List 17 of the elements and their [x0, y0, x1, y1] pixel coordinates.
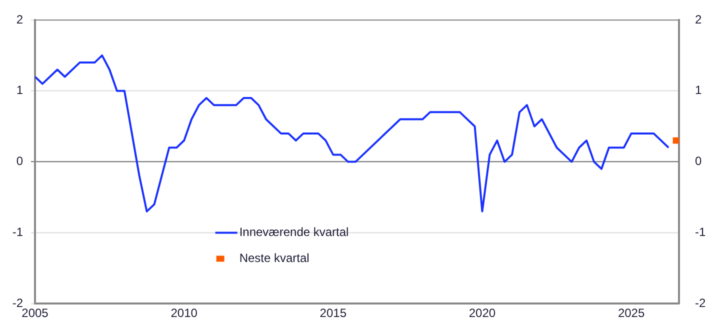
y-tick-label: -2: [12, 296, 24, 310]
x-tick-label: 2020: [468, 306, 496, 320]
y-tick-label: 0: [16, 154, 24, 168]
y-tick-label: 1: [16, 83, 24, 98]
y2-tick-label: 1: [695, 83, 702, 98]
y-tick-label: 2: [16, 12, 24, 26]
y2-tick-label: -2: [695, 296, 706, 310]
y2-tick-label: 2: [695, 12, 702, 26]
legend-label: Inneværende kvartal: [239, 225, 349, 240]
x-tick-label: 2025: [618, 306, 645, 320]
y2-tick-label: -1: [695, 225, 706, 240]
x-tick-label: 2010: [170, 306, 198, 320]
x-tick-label: 2005: [22, 306, 49, 320]
y2-tick-label: 0: [695, 154, 702, 168]
legend-label: Neste kvartal: [239, 251, 310, 266]
x-tick-label: 2015: [320, 306, 347, 320]
y-tick-label: -1: [12, 225, 24, 240]
